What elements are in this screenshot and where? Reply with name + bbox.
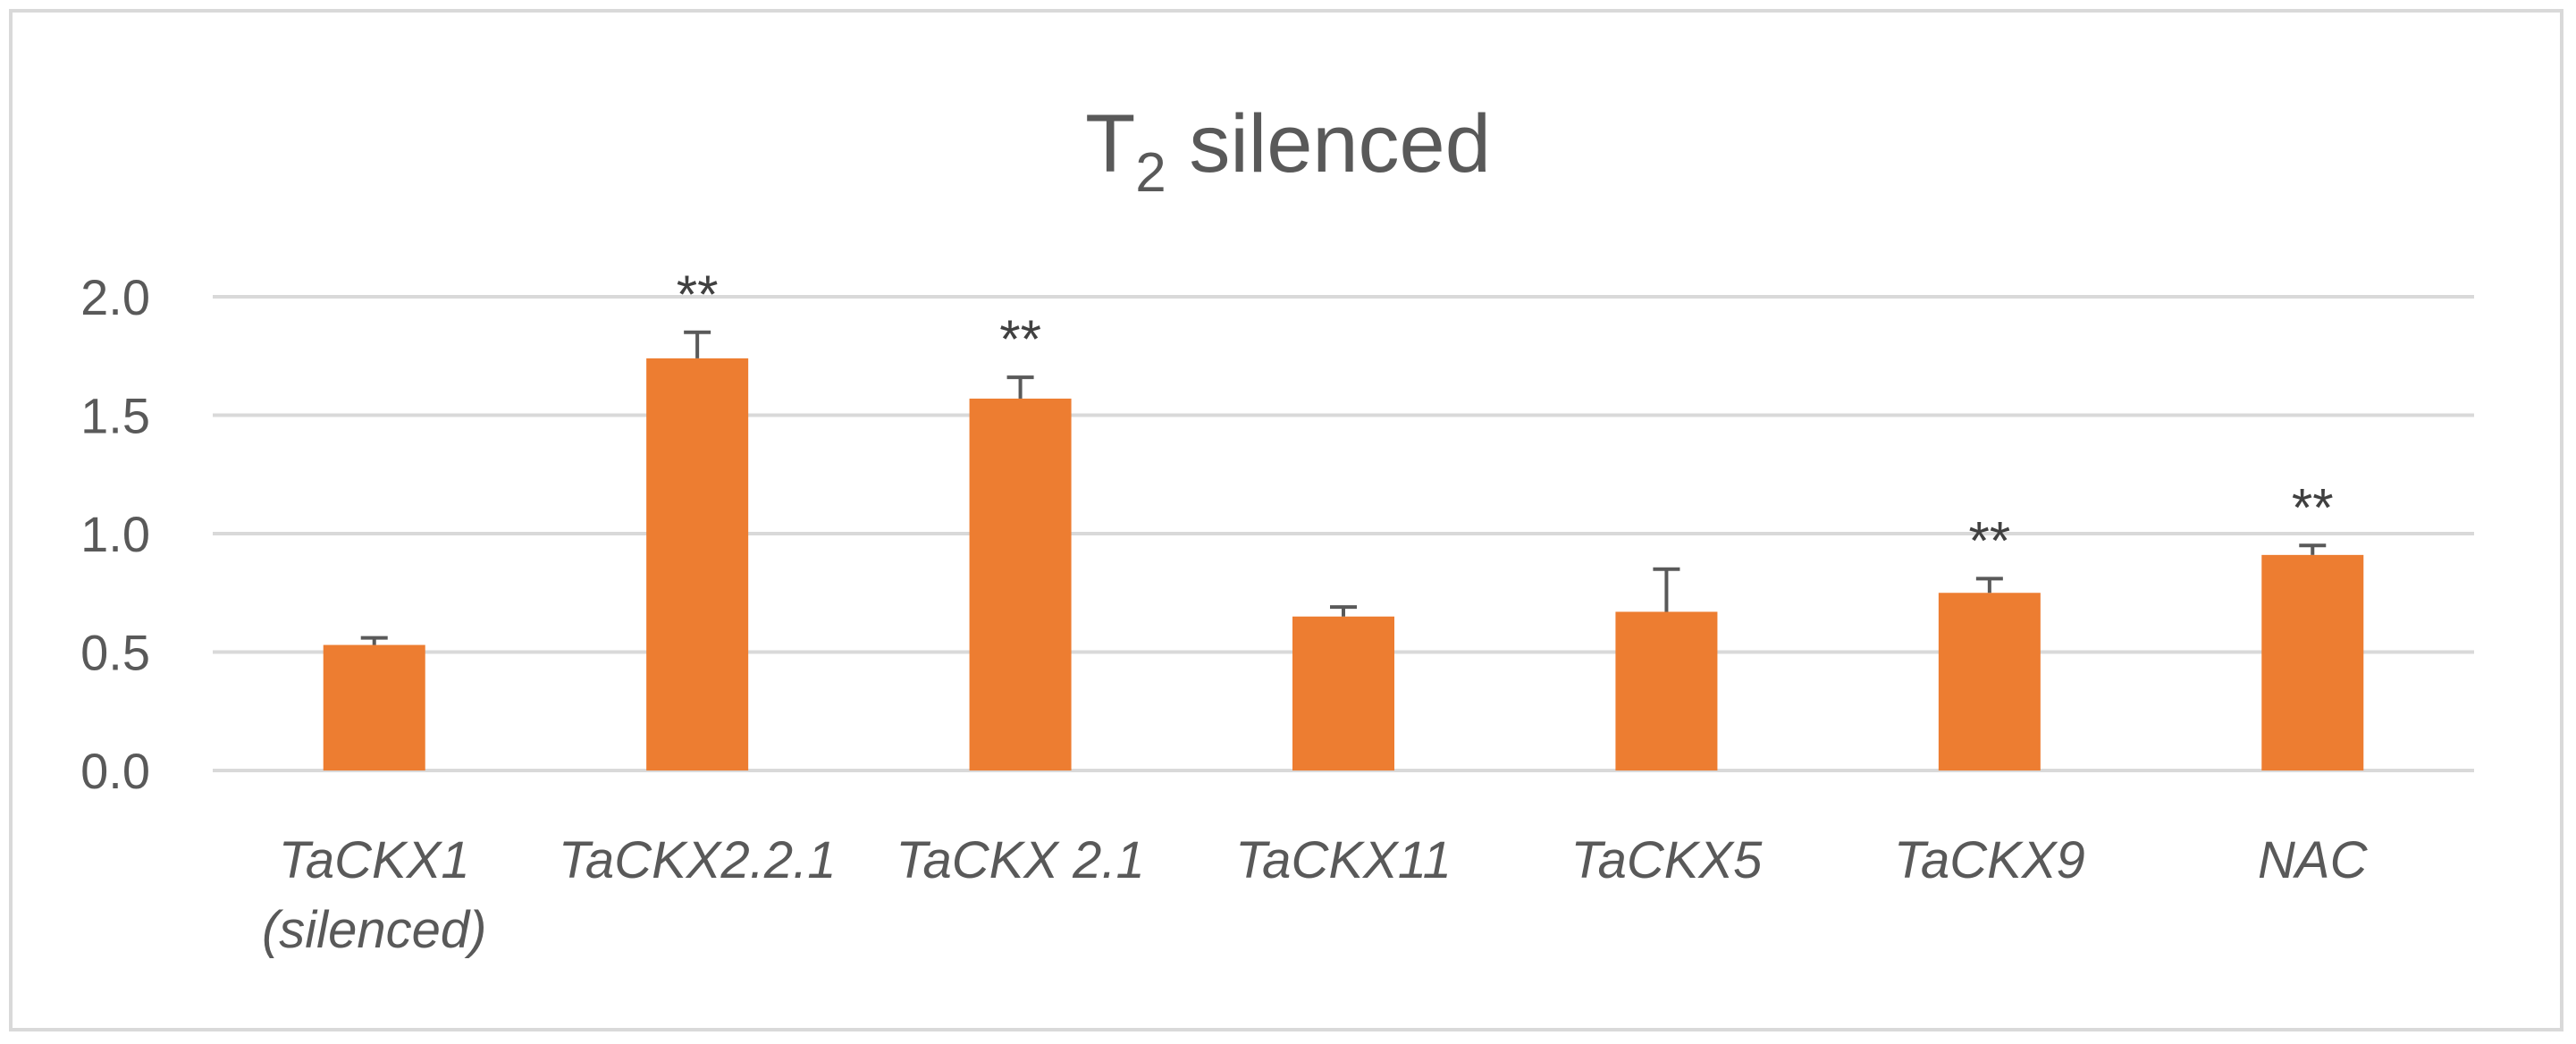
x-category-label: TaCKX1: [279, 831, 470, 889]
significance-label: **: [2292, 477, 2334, 537]
significance-label: **: [999, 309, 1041, 369]
significance-label: **: [1969, 510, 2011, 570]
bars: [323, 358, 2364, 770]
bar: [1938, 593, 2041, 770]
x-category-label: TaCKX 2.1: [896, 831, 1144, 889]
y-tick-label: 1.0: [80, 506, 150, 562]
significance-label: **: [677, 265, 719, 324]
bar: [1292, 616, 1394, 770]
y-tick-label: 0.5: [80, 625, 150, 681]
y-tick-label: 1.5: [80, 388, 150, 444]
x-category-label: (silenced): [262, 901, 486, 959]
bar: [323, 644, 425, 770]
bar: [2261, 554, 2364, 770]
chart-frame: [9, 9, 2563, 1031]
chart-title: T2 silenced: [1085, 98, 1491, 204]
error-bars: [360, 330, 2327, 645]
x-category-label: NAC: [2258, 831, 2369, 889]
y-tick-label: 0.0: [80, 743, 150, 799]
y-axis-ticks: 0.0 0.5 1.0 1.5 2.0: [80, 269, 150, 799]
bar: [1615, 611, 1718, 770]
y-tick-label: 2.0: [80, 269, 150, 325]
x-category-label: TaCKX11: [1235, 831, 1452, 889]
x-axis-labels: TaCKX1 (silenced) TaCKX2.2.1 TaCKX 2.1 TaCKX…: [262, 831, 2369, 959]
x-category-label: TaCKX2.2.1: [559, 831, 837, 889]
x-category-label: TaCKX5: [1570, 831, 1763, 889]
significance-markers: ** ** ** **: [677, 265, 2334, 571]
bar: [969, 398, 1072, 770]
bar: [646, 358, 749, 770]
x-category-label: TaCKX9: [1894, 831, 2085, 889]
